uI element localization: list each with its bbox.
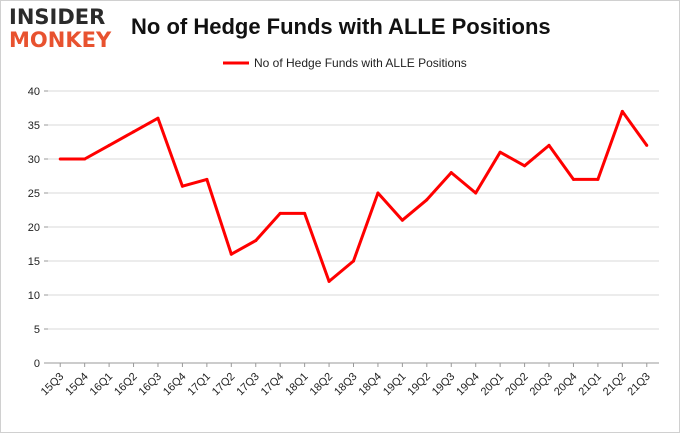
x-tick-label: 19Q3 xyxy=(430,371,458,399)
x-axis-ticks: 15Q315Q416Q116Q216Q316Q417Q117Q217Q317Q4… xyxy=(39,363,653,398)
data-point xyxy=(180,184,184,188)
data-point xyxy=(58,157,62,161)
series-line xyxy=(60,109,648,283)
x-tick-label: 15Q3 xyxy=(39,371,67,399)
x-tick-label: 19Q2 xyxy=(405,371,433,399)
data-point xyxy=(278,211,282,215)
data-point xyxy=(645,143,649,147)
data-point xyxy=(596,177,600,181)
x-tick-label: 21Q1 xyxy=(576,371,604,399)
x-tick-label: 17Q1 xyxy=(185,371,213,399)
data-point xyxy=(376,191,380,195)
y-tick-label: 30 xyxy=(28,154,40,166)
data-point xyxy=(547,143,551,147)
x-tick-label: 18Q1 xyxy=(283,371,311,399)
data-point xyxy=(107,143,111,147)
legend-label: No of Hedge Funds with ALLE Positions xyxy=(254,56,467,70)
data-point xyxy=(83,157,87,161)
y-axis-ticks: 0 5 10 15 20 25 30 35 40 xyxy=(28,86,48,370)
y-tick-label: 0 xyxy=(34,358,40,370)
logo-line-2: MONKEY xyxy=(9,28,112,52)
x-tick-label: 21Q3 xyxy=(625,371,653,399)
x-tick-label: 17Q2 xyxy=(210,371,238,399)
data-point xyxy=(571,177,575,181)
y-tick-label: 5 xyxy=(34,324,40,336)
data-point xyxy=(303,211,307,215)
data-point xyxy=(327,279,331,283)
data-point xyxy=(254,239,258,243)
data-point xyxy=(205,177,209,181)
x-tick-label: 20Q1 xyxy=(479,371,507,399)
x-tick-label: 17Q4 xyxy=(259,371,287,399)
x-tick-label: 15Q4 xyxy=(63,371,91,399)
x-tick-label: 16Q4 xyxy=(161,371,189,399)
grid-lines xyxy=(48,90,659,364)
x-tick-label: 18Q4 xyxy=(357,371,385,399)
x-tick-label: 18Q3 xyxy=(332,371,360,399)
y-tick-label: 15 xyxy=(28,256,40,268)
x-tick-label: 20Q3 xyxy=(528,371,556,399)
data-point xyxy=(449,171,453,175)
series-group xyxy=(58,109,649,283)
x-tick-label: 16Q2 xyxy=(112,371,140,399)
x-tick-label: 18Q2 xyxy=(308,371,336,399)
data-point xyxy=(523,164,527,168)
data-point xyxy=(498,150,502,154)
data-point xyxy=(352,259,355,263)
y-tick-label: 25 xyxy=(28,188,40,200)
data-point xyxy=(229,252,233,256)
x-tick-label: 16Q3 xyxy=(137,371,165,399)
x-tick-label: 19Q4 xyxy=(454,371,482,399)
chart-title: No of Hedge Funds with ALLE Positions xyxy=(131,14,551,39)
x-tick-label: 20Q4 xyxy=(552,371,580,399)
x-tick-label: 17Q3 xyxy=(234,371,262,399)
data-point xyxy=(425,198,429,202)
x-tick-label: 20Q2 xyxy=(503,371,531,399)
data-point xyxy=(400,218,404,222)
x-tick-label: 21Q2 xyxy=(601,371,629,399)
data-point xyxy=(132,130,136,134)
data-point xyxy=(156,116,160,120)
legend: No of Hedge Funds with ALLE Positions xyxy=(223,56,467,70)
x-tick-label: 19Q1 xyxy=(381,371,409,399)
insider-monkey-logo: INSIDER MONKEY xyxy=(9,7,111,51)
y-tick-label: 20 xyxy=(28,222,40,234)
logo-line-1: INSIDER xyxy=(9,5,106,29)
data-point xyxy=(620,109,624,113)
y-tick-label: 35 xyxy=(28,120,40,132)
x-tick-label: 16Q1 xyxy=(88,371,116,399)
y-tick-label: 40 xyxy=(28,86,40,98)
data-point xyxy=(474,191,478,195)
y-tick-label: 10 xyxy=(28,290,40,302)
